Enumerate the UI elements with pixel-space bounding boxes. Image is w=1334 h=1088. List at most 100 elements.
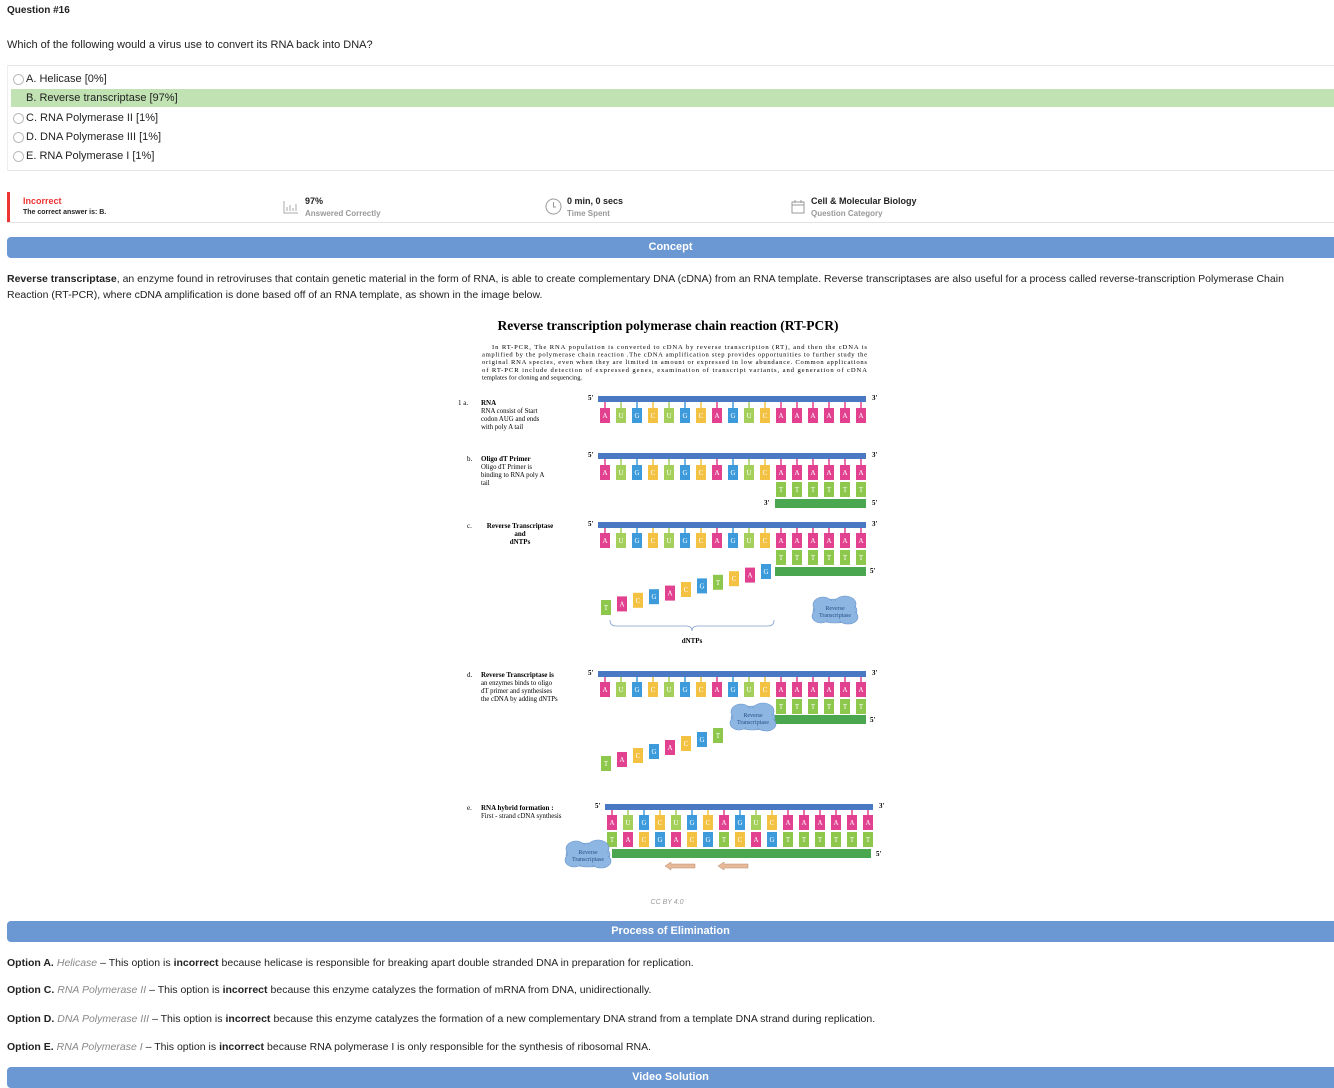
base [664,682,674,697]
text: because this enzyme catalyzes the format… [270,984,652,996]
base-letter: C [699,686,704,694]
base-letter: G [730,412,735,420]
category: Cell & Molecular Biology [811,196,917,206]
step-body: the cDNA by adding dNTPs [481,696,558,703]
base-letter: A [849,819,854,827]
option-text: B. Reverse transcriptase [97%] [26,92,178,105]
end-label: 3' [872,451,878,459]
base-letter: T [786,836,791,844]
base [760,408,770,423]
base [856,682,866,697]
base-letter: G [641,819,646,827]
base-letter: G [682,537,687,545]
base [616,682,626,697]
base-letter: A [826,412,831,420]
enzyme-label: Reverse [578,850,598,856]
base [744,408,754,423]
base-letter: A [794,469,799,477]
base-letter: G [699,582,704,590]
base-letter: T [827,554,832,562]
base-letter: A [721,819,726,827]
base [616,465,626,480]
base [680,465,690,480]
base [808,533,818,548]
clock-icon [545,198,562,215]
base-letter: A [602,537,607,545]
option[interactable]: D. DNA Polymerase III [1%] [11,128,1334,146]
base [761,564,771,579]
base-letter: A [673,836,678,844]
base-letter: U [618,686,623,694]
figure-paragraph-line: In RT-PCR, The RNA population is convert… [492,344,867,351]
base-letter: G [634,686,639,694]
base-letter: C [642,836,647,844]
base-letter: T [716,579,721,587]
emphasis: incorrect [225,1013,271,1025]
base [600,533,610,548]
base-letter: A [794,537,799,545]
base-letter: A [842,412,847,420]
base-letter: T [818,836,823,844]
base [847,815,857,830]
base-letter: T [811,703,816,711]
base-letter: U [746,469,751,477]
base-letter: A [858,412,863,420]
step-heading: Oligo dT Primer [481,455,531,463]
base [607,815,617,830]
base-letter: A [714,412,719,420]
base-letter: C [770,819,775,827]
base-letter: A [833,819,838,827]
dntps-label: dNTPs [682,637,703,645]
step-number: b. [467,455,473,463]
end-label: 5' [870,716,876,724]
base [751,832,761,847]
base-letter: T [811,486,816,494]
base [648,408,658,423]
options: A. Helicase [0%] B. Reverse transcriptase… [7,65,1334,171]
base-letter: T [859,554,864,562]
base-letter: A [826,686,831,694]
base-letter: T [795,554,800,562]
base-letter: U [618,469,623,477]
base [856,550,866,565]
option-name: RNA Polymerase I [56,1041,143,1053]
figure-caption: CC BY 4.0 [650,899,684,906]
end-label: 5' [588,394,594,402]
base-letter: A [609,819,614,827]
base-letter: A [602,469,607,477]
base [799,832,809,847]
base-letter: T [843,554,848,562]
chart-icon [283,201,298,214]
base-letter: T [834,836,839,844]
correct-answer: The correct answer is: B. [23,209,107,216]
base [632,533,642,548]
base [728,465,738,480]
base-letter: T [827,486,832,494]
base [783,815,793,830]
base-letter: G [763,568,768,576]
base-letter: A [778,469,783,477]
emphasis: incorrect [219,1041,265,1053]
base-letter: A [753,836,758,844]
option[interactable]: C. RNA Polymerase II [1%] [11,109,1334,127]
base-letter: A [810,686,815,694]
base-letter: A [625,836,630,844]
base-letter: G [730,537,735,545]
base [792,465,802,480]
option[interactable]: B. Reverse transcriptase [97%] [11,89,1334,108]
base-letter: A [817,819,822,827]
base [728,682,738,697]
base [671,832,681,847]
step-number: e. [467,804,472,812]
base [824,482,834,497]
base [697,732,707,747]
enzyme-cloud [815,601,855,621]
base [856,699,866,714]
base-letter: G [699,736,704,744]
option[interactable]: E. RNA Polymerase I [1%] [11,147,1334,165]
base-letter: C [651,412,656,420]
base [760,533,770,548]
option[interactable]: A. Helicase [0%] [11,70,1334,88]
base-letter: A [667,744,672,752]
base [616,408,626,423]
